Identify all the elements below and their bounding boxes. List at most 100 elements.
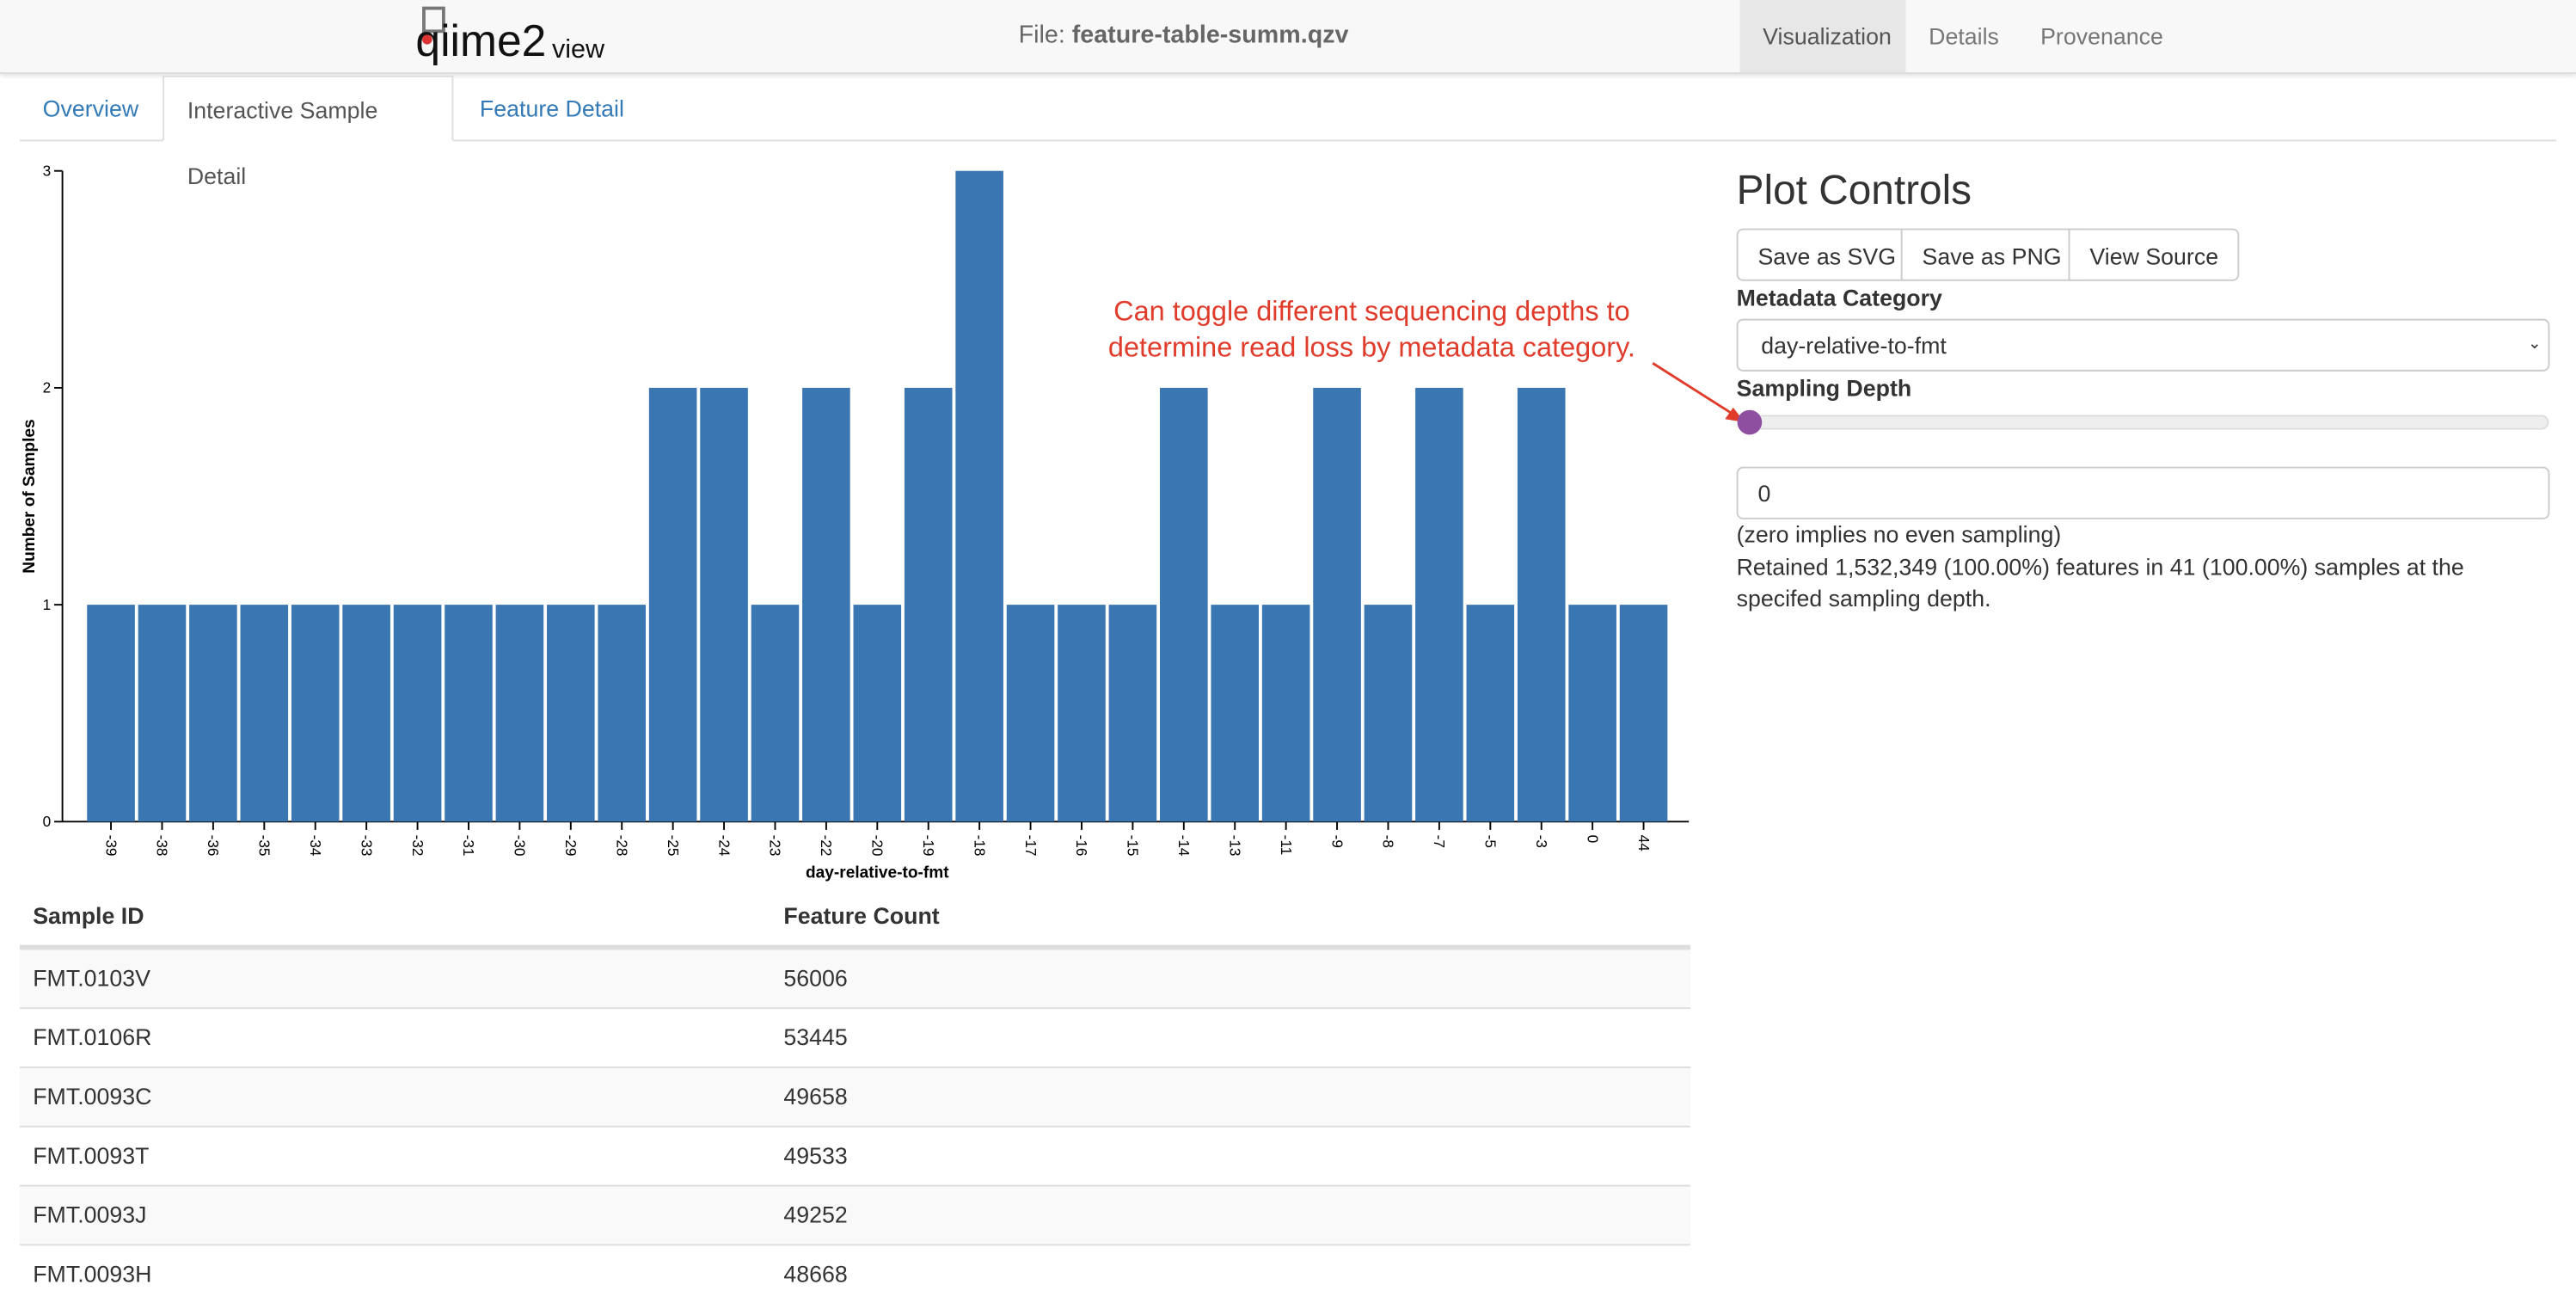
y-tick-label: 1 bbox=[43, 596, 52, 613]
x-tick-label: -8 bbox=[1380, 835, 1397, 848]
x-tick-label: -3 bbox=[1533, 835, 1550, 848]
x-tick-label: -32 bbox=[409, 835, 426, 857]
bar bbox=[1620, 605, 1668, 821]
bar bbox=[547, 605, 595, 821]
table-cell: 49658 bbox=[783, 1068, 847, 1126]
bar bbox=[751, 605, 800, 821]
bar bbox=[138, 605, 187, 821]
table-row: FMT.0093J49252 bbox=[20, 1185, 1690, 1245]
x-tick-label: -34 bbox=[307, 835, 324, 857]
slider-knob bbox=[1738, 410, 1763, 435]
table-cell: 53445 bbox=[783, 1009, 847, 1066]
x-tick-label: -11 bbox=[1278, 835, 1295, 856]
bar bbox=[854, 605, 902, 821]
table-row: FMT.0093H 48668 bbox=[20, 1244, 1690, 1303]
table-cell: 56006 bbox=[783, 950, 847, 1007]
table-header: Sample ID Feature Count bbox=[20, 888, 1690, 949]
table-cell: 48668 bbox=[783, 1245, 847, 1303]
table-row: FMT.0106R 53445 bbox=[20, 1007, 1690, 1066]
bar bbox=[1518, 388, 1566, 821]
table-row: FMT.0103V56006 bbox=[20, 948, 1690, 1007]
bar bbox=[1262, 605, 1310, 821]
x-tick-label: -29 bbox=[562, 835, 580, 857]
retained-text: Retained 1,532,349 (100.00%) features in… bbox=[1737, 552, 2542, 615]
bar bbox=[1058, 605, 1106, 821]
x-tick-label: 0 bbox=[1584, 835, 1601, 844]
x-tick-label: -18 bbox=[971, 835, 988, 857]
annotation-arrow bbox=[1653, 363, 1738, 417]
x-tick-label: -9 bbox=[1328, 835, 1346, 848]
bar bbox=[496, 605, 544, 821]
button[interactable]: View Source bbox=[2069, 229, 2240, 281]
x-tick-label: -35 bbox=[256, 835, 273, 857]
bar bbox=[905, 388, 953, 821]
bar bbox=[1415, 388, 1463, 821]
annotation-text: Can toggle different sequencing depths t… bbox=[1113, 296, 1630, 327]
bar bbox=[394, 605, 442, 821]
x-tick-label: -28 bbox=[613, 835, 630, 857]
metadata-select[interactable]: day-relative-to-fmt ⌄ bbox=[1737, 319, 2550, 372]
x-axis-label: day-relative-to-fmt bbox=[806, 864, 949, 882]
x-tick-label: -24 bbox=[715, 835, 733, 857]
bar bbox=[87, 605, 135, 821]
annotation-text: determine read loss by metadata category… bbox=[1108, 332, 1635, 363]
x-tick-label: 44 bbox=[1635, 835, 1653, 852]
button[interactable]: Save as PNG bbox=[1901, 229, 2083, 281]
bar bbox=[1313, 388, 1361, 821]
bar bbox=[955, 171, 1003, 822]
x-tick-label: -33 bbox=[358, 835, 375, 857]
table-cell: FMT.0093H bbox=[33, 1245, 151, 1303]
bar bbox=[189, 605, 237, 821]
x-tick-label: -38 bbox=[154, 835, 171, 857]
annotation: Can toggle different sequencing depths t… bbox=[1084, 287, 1774, 444]
x-tick-label: -19 bbox=[920, 835, 937, 857]
slider[interactable] bbox=[1733, 408, 2555, 437]
bar bbox=[1211, 605, 1259, 821]
controls-title: Plot Controls bbox=[1737, 168, 1972, 215]
sample-table: Sample IDFeature Count FMT.0103V56006FMT… bbox=[20, 888, 1690, 1303]
x-tick-label: -31 bbox=[460, 835, 477, 857]
column-header[interactable]: Feature Count bbox=[783, 888, 939, 945]
select-caret: ⌄ bbox=[2528, 321, 2542, 370]
depth-label: Sampling Depth bbox=[1737, 375, 1912, 402]
bar bbox=[342, 605, 390, 821]
bar bbox=[1568, 605, 1616, 821]
x-tick-label: -13 bbox=[1226, 835, 1243, 857]
table-cell: FMT.0106R bbox=[33, 1009, 151, 1066]
table-cell: 49533 bbox=[783, 1128, 847, 1185]
x-tick-label: -22 bbox=[818, 835, 835, 857]
button[interactable]: Save as SVG bbox=[1737, 229, 1917, 281]
bar bbox=[445, 605, 493, 821]
column-header[interactable]: Sample ID bbox=[33, 888, 144, 945]
table-cell: FMT.0093J bbox=[33, 1187, 146, 1245]
x-tick-label: -14 bbox=[1175, 835, 1193, 857]
bar bbox=[802, 388, 850, 821]
x-tick-label: -20 bbox=[869, 835, 886, 857]
nav-link[interactable]: Details bbox=[1905, 0, 2021, 72]
table-cell: FMT.0093T bbox=[33, 1128, 149, 1185]
x-tick-label: -36 bbox=[205, 835, 222, 857]
bar bbox=[700, 388, 748, 821]
x-tick-label: -5 bbox=[1482, 835, 1500, 848]
x-tick-label: -39 bbox=[102, 835, 120, 857]
x-tick-label: -16 bbox=[1073, 835, 1090, 857]
depth-note: (zero implies no even sampling) bbox=[1737, 521, 2062, 548]
x-tick-label: -23 bbox=[767, 835, 784, 857]
bar bbox=[649, 388, 697, 821]
nav-link[interactable]: Provenance bbox=[2017, 0, 2186, 72]
x-tick-label: -15 bbox=[1125, 835, 1142, 857]
y-axis-label: Number of Samples bbox=[21, 419, 39, 573]
table-row: FMT.0093C 49658 bbox=[20, 1066, 1690, 1126]
table-row: FMT.0093T 49533 bbox=[20, 1126, 1690, 1185]
select-value: day-relative-to-fmt bbox=[1761, 332, 1947, 359]
table-cell: FMT.0093C bbox=[33, 1068, 151, 1126]
depth-input[interactable]: 0 bbox=[1737, 467, 2550, 519]
y-tick-label: 3 bbox=[43, 162, 52, 179]
bar bbox=[291, 605, 340, 821]
chart: Number of Samples day-relative-to-fmt 0 1… bbox=[0, 0, 1725, 895]
nav-link[interactable]: Visualization bbox=[1739, 0, 1905, 72]
x-tick-label: -25 bbox=[665, 835, 682, 857]
y-tick-label: 2 bbox=[43, 379, 52, 396]
bar bbox=[1365, 605, 1413, 821]
